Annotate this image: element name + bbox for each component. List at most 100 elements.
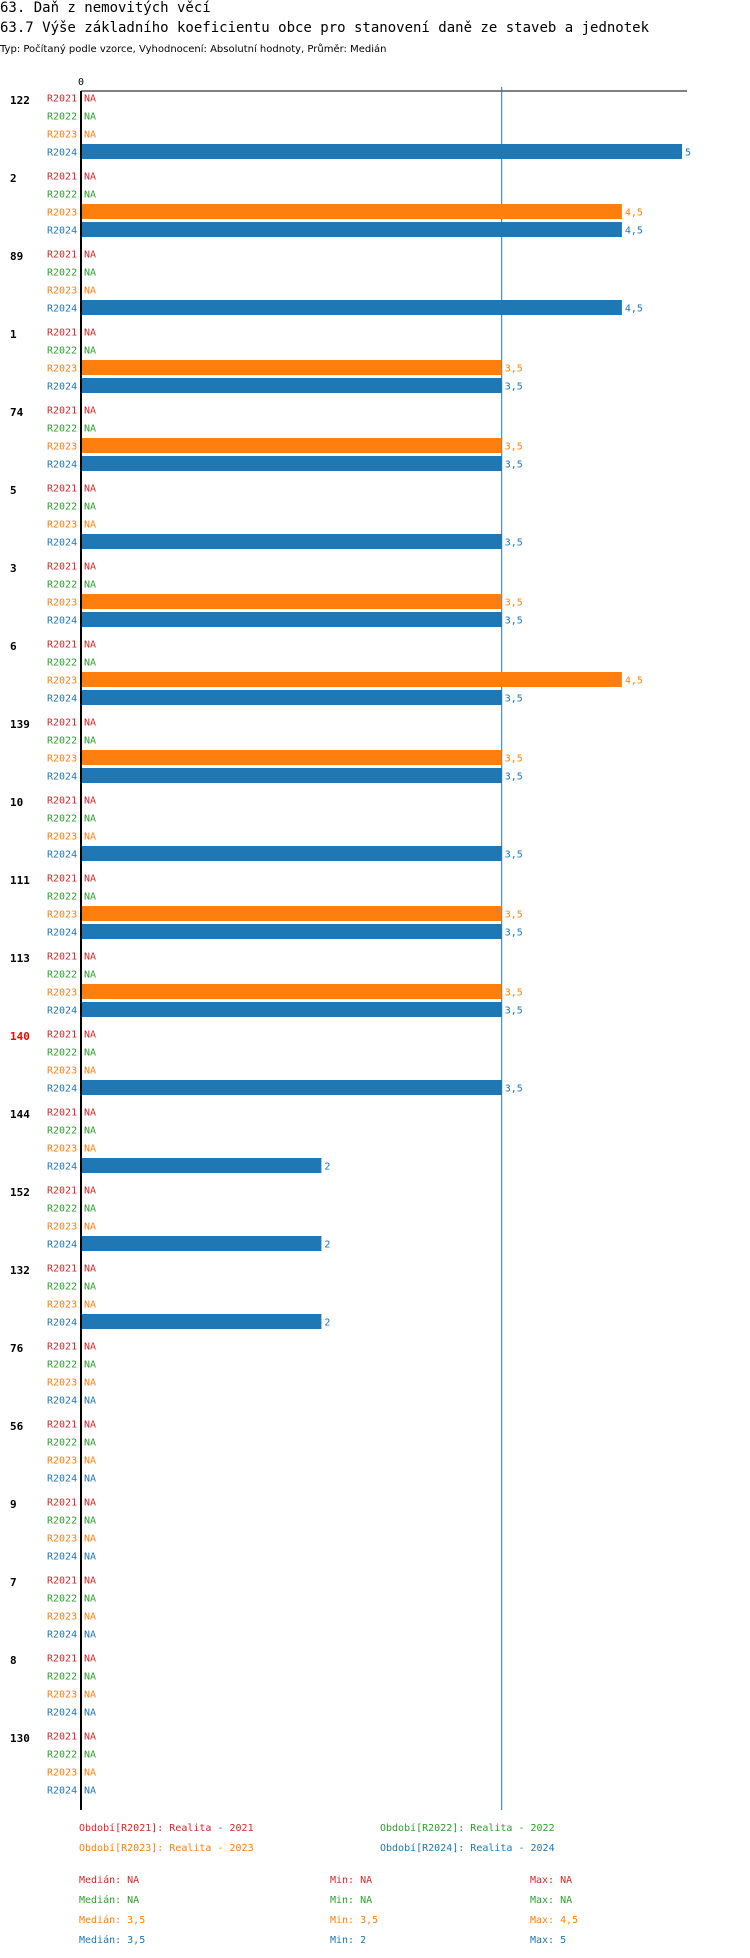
bar-value-label: 3,5 — [505, 382, 523, 393]
legend-period-r2021: Období[R2021]: Realita - 2021 — [79, 1823, 254, 1834]
x-tick-label: 0 — [78, 77, 84, 88]
series-row-label: R2022 — [47, 736, 77, 747]
na-label: NA — [84, 1204, 96, 1215]
na-label: NA — [84, 640, 96, 651]
series-row-label: R2021 — [47, 874, 77, 885]
na-label: NA — [84, 1186, 96, 1197]
na-label: NA — [84, 1396, 96, 1407]
series-row-label: R2022 — [47, 1750, 77, 1761]
na-label: NA — [84, 1786, 96, 1797]
na-label: NA — [84, 796, 96, 807]
series-row-label: R2021 — [47, 640, 77, 651]
series-row-label: R2021 — [47, 562, 77, 573]
stat-min-r2024: Min: 2 — [330, 1935, 367, 1946]
series-row-label: R2024 — [47, 1006, 77, 1017]
bar-value-label: 2 — [324, 1318, 330, 1329]
series-row-label: R2021 — [47, 1186, 77, 1197]
series-row-label: R2022 — [47, 580, 77, 591]
na-label: NA — [84, 1498, 96, 1509]
series-row-label: R2024 — [47, 1474, 77, 1485]
na-label: NA — [84, 1378, 96, 1389]
stat-max-r2022: Max: NA — [530, 1895, 573, 1906]
na-label: NA — [84, 1066, 96, 1077]
bar — [81, 534, 502, 549]
series-row-label: R2022 — [47, 892, 77, 903]
bar — [81, 594, 502, 609]
na-label: NA — [84, 424, 96, 435]
bar — [81, 924, 502, 939]
series-row-label: R2023 — [47, 1066, 77, 1077]
stat-min-r2022: Min: NA — [330, 1895, 373, 1906]
legend-period-r2022: Období[R2022]: Realita - 2022 — [380, 1823, 555, 1834]
na-label: NA — [84, 1456, 96, 1467]
na-label: NA — [84, 1144, 96, 1155]
series-row-label: R2021 — [47, 1108, 77, 1119]
stat-max-r2023: Max: 4,5 — [530, 1915, 579, 1926]
series-row-label: R2023 — [47, 1690, 77, 1701]
series-row-label: R2021 — [47, 1342, 77, 1353]
page-title: 63. Daň z nemovitých věcí — [0, 0, 211, 16]
bar-value-label: 2 — [324, 1240, 330, 1251]
series-row-label: R2021 — [47, 796, 77, 807]
chart-description: Typ: Počítaný podle vzorce, Vyhodnocení:… — [0, 44, 387, 55]
na-label: NA — [84, 1360, 96, 1371]
series-row-label: R2021 — [47, 172, 77, 183]
series-row-label: R2023 — [47, 1456, 77, 1467]
series-row-label: R2024 — [47, 1084, 77, 1095]
category-label: 1 — [10, 328, 17, 341]
series-row-label: R2021 — [47, 94, 77, 105]
series-row-label: R2022 — [47, 1126, 77, 1137]
series-row-label: R2023 — [47, 988, 77, 999]
category-label: 6 — [10, 640, 17, 653]
na-label: NA — [84, 190, 96, 201]
series-row-label: R2022 — [47, 268, 77, 279]
na-label: NA — [84, 1612, 96, 1623]
bar-value-label: 3,5 — [505, 850, 523, 861]
category-label: 144 — [10, 1108, 30, 1121]
bar — [81, 1236, 322, 1251]
series-row-label: R2022 — [47, 814, 77, 825]
bar-value-label: 3,5 — [505, 754, 523, 765]
na-label: NA — [84, 718, 96, 729]
bar-value-label: 3,5 — [505, 538, 523, 549]
na-label: NA — [84, 502, 96, 513]
series-row-label: R2022 — [47, 1672, 77, 1683]
bar-value-label: 3,5 — [505, 910, 523, 921]
bar — [81, 1314, 322, 1329]
series-row-label: R2024 — [47, 1240, 77, 1251]
series-row-label: R2024 — [47, 226, 77, 237]
bar — [81, 438, 502, 453]
bar — [81, 360, 502, 375]
category-label: 152 — [10, 1186, 30, 1199]
bar-value-label: 3,5 — [505, 442, 523, 453]
series-row-label: R2023 — [47, 1222, 77, 1233]
na-label: NA — [84, 268, 96, 279]
series-row-label: R2023 — [47, 832, 77, 843]
na-label: NA — [84, 1732, 96, 1743]
series-row-label: R2024 — [47, 1708, 77, 1719]
na-label: NA — [84, 406, 96, 417]
stat-min-r2023: Min: 3,5 — [330, 1915, 379, 1926]
bar-value-label: 3,5 — [505, 616, 523, 627]
series-row-label: R2023 — [47, 1378, 77, 1389]
series-row-label: R2024 — [47, 694, 77, 705]
bar-value-label: 3,5 — [505, 1006, 523, 1017]
bar — [81, 144, 682, 159]
series-row-label: R2024 — [47, 1630, 77, 1641]
series-row-label: R2023 — [47, 208, 77, 219]
series-row-label: R2022 — [47, 1204, 77, 1215]
na-label: NA — [84, 814, 96, 825]
bar — [81, 612, 502, 627]
stat-median-r2022: Medián: NA — [79, 1895, 140, 1906]
category-label: 132 — [10, 1264, 30, 1277]
bar-value-label: 4,5 — [625, 208, 643, 219]
series-row-label: R2024 — [47, 382, 77, 393]
series-row-label: R2022 — [47, 424, 77, 435]
stat-median-r2021: Medián: NA — [79, 1875, 140, 1886]
bar-value-label: 3,5 — [505, 988, 523, 999]
category-label: 74 — [10, 406, 24, 419]
bar-value-label: 3,5 — [505, 928, 523, 939]
bar — [81, 846, 502, 861]
bar — [81, 378, 502, 393]
